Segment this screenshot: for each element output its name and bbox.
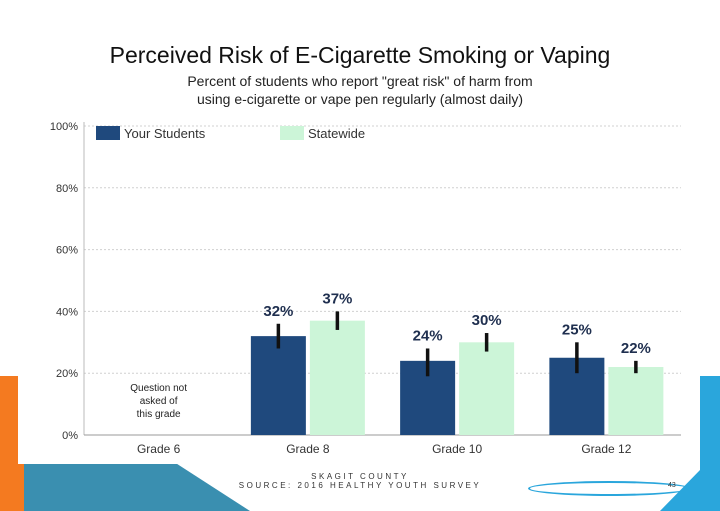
y-tick-label: 80% (56, 183, 78, 195)
footer-county: SKAGIT COUNTY (311, 472, 409, 481)
data-label: 30% (472, 312, 502, 329)
bar-statewide (608, 367, 664, 435)
legend-swatch-statewide (280, 126, 304, 140)
bar-statewide (309, 320, 365, 435)
y-tick-label: 20% (56, 368, 78, 380)
subtitle-line-2: using e-cigarette or vape pen regularly … (196, 91, 524, 107)
blue-right-shape (660, 376, 720, 511)
data-label: 22% (621, 340, 651, 357)
x-tick-label: Grade 8 (286, 442, 330, 456)
footer: SKAGIT COUNTY SOURCE: 2016 HEALTHY YOUTH… (230, 472, 490, 490)
data-label: 37% (322, 290, 352, 307)
footer-source: SOURCE: 2016 HEALTHY YOUTH SURVEY (238, 481, 482, 490)
x-tick-label: Grade 10 (432, 442, 482, 456)
data-label: 32% (263, 303, 293, 320)
page-number: 43 (668, 482, 676, 489)
x-tick-label: Grade 12 (581, 442, 631, 456)
x-tick-label: Grade 6 (137, 442, 181, 456)
subtitle-line-1: Percent of students who report "great ri… (187, 73, 533, 89)
slide-title: Perceived Risk of E-Cigarette Smoking or… (109, 42, 611, 68)
data-label: 25% (562, 321, 592, 338)
bar-chart: 0% 20% 40% 60% 80% 100% Your Students Statewide… (50, 121, 681, 456)
y-tick-label: 40% (56, 306, 78, 318)
y-tick-label: 100% (50, 121, 78, 133)
slide-subtitle: Percent of students who report "great ri… (150, 72, 570, 108)
page-number-oval (528, 481, 690, 496)
bar-statewide (459, 342, 515, 435)
grade6-annotation-line: Question not (130, 383, 187, 394)
legend-swatch-your-students (96, 126, 120, 140)
grade6-annotation-line: this grade (137, 409, 181, 420)
data-label: 24% (413, 327, 443, 344)
legend-label-your-students: Your Students (124, 126, 206, 141)
y-tick-label: 0% (62, 430, 78, 442)
y-tick-label: 60% (56, 245, 78, 257)
bar-your-students (250, 336, 306, 435)
legend-label-statewide: Statewide (308, 126, 365, 141)
grade6-annotation-line: asked of (140, 396, 178, 407)
chart-panel: 0% 20% 40% 60% 80% 100% Your Students Statewide… (18, 114, 700, 464)
